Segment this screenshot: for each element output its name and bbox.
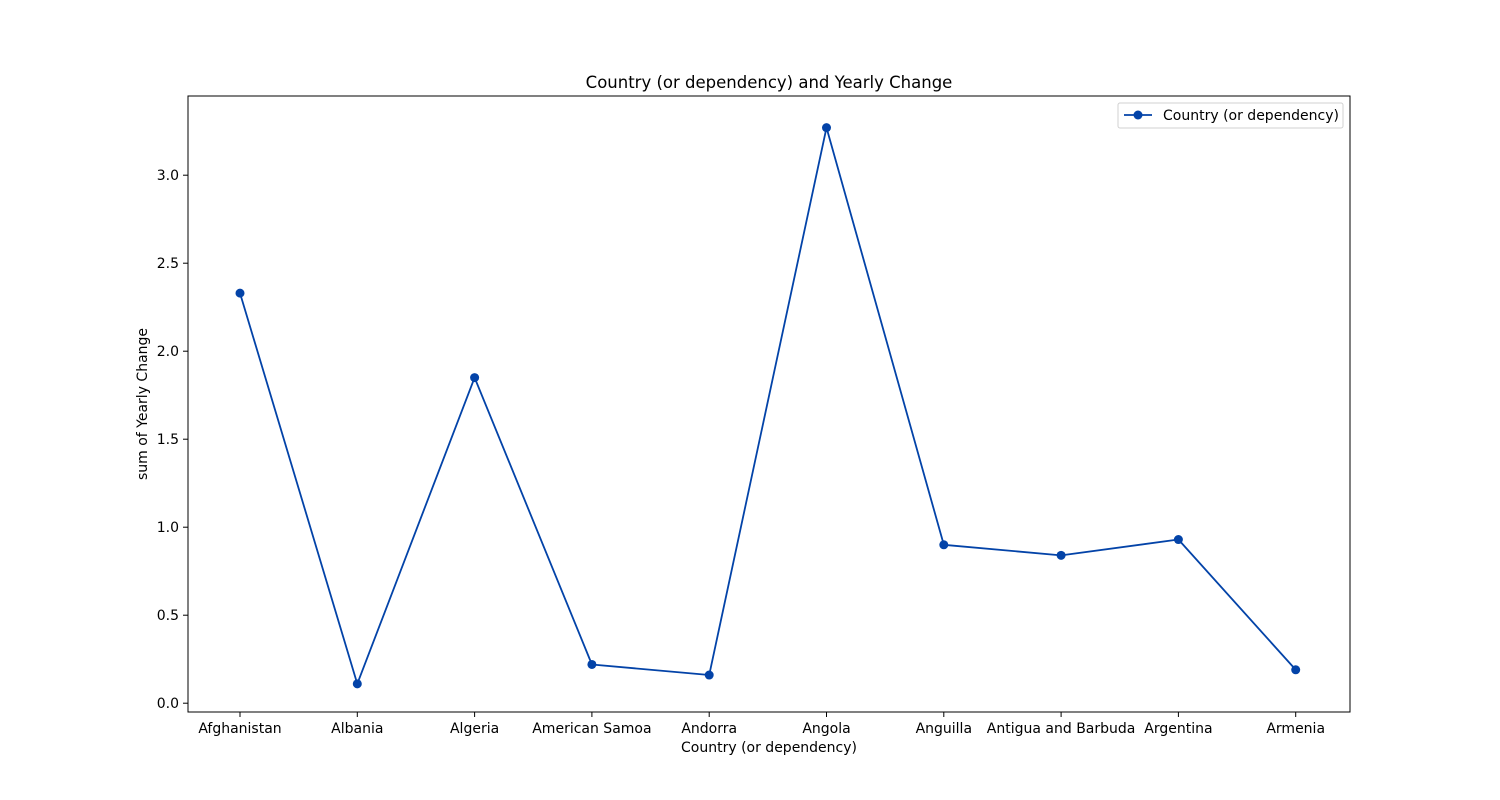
series-line [239, 126, 1297, 685]
y-tick-label: 1.5 [157, 432, 179, 448]
y-tick-label: 3.0 [157, 168, 179, 184]
y-tick-label: 0.5 [157, 608, 179, 624]
x-axis-title: Country (or dependency) [681, 740, 857, 756]
data-point [587, 659, 597, 669]
x-tick-label: Armenia [1266, 721, 1325, 737]
data-point [352, 679, 362, 689]
x-tick-label: Angola [802, 721, 850, 737]
x-tick-label: Anguilla [916, 721, 972, 737]
y-axis-title: sum of Yearly Change [135, 328, 151, 480]
data-point [470, 373, 480, 383]
x-tick-label: Antigua and Barbuda [987, 721, 1136, 737]
legend-box [1117, 102, 1344, 129]
y-tick-label: 2.5 [157, 256, 179, 272]
x-axis: Afghanistan Albania Algeria American Samoa A… [198, 712, 1325, 737]
data-point [1291, 665, 1301, 675]
legend: Country (or dependency) [1117, 102, 1344, 129]
data-point [1173, 535, 1183, 545]
y-tick-label: 2.0 [157, 344, 179, 360]
data-point [939, 540, 949, 550]
data-point [1056, 550, 1066, 560]
x-tick-label: American Samoa [532, 721, 651, 737]
data-point [704, 670, 714, 680]
data-point [235, 288, 245, 298]
plot-area-frame [187, 95, 1351, 713]
data-point [822, 123, 831, 133]
x-tick-label: Albania [331, 721, 383, 737]
legend-marker-swatch [1133, 110, 1143, 120]
x-tick-label: Andorra [681, 721, 737, 737]
y-tick-label: 1.0 [157, 520, 179, 536]
x-tick-label: Afghanistan [198, 721, 281, 737]
series-layer [235, 123, 1301, 689]
y-axis: 0.0 0.5 1.0 1.5 2.0 2.5 3.0 [157, 168, 188, 712]
x-tick-label: Argentina [1144, 721, 1212, 737]
legend-label: Country (or dependency) [1163, 108, 1339, 124]
x-tick-label: Algeria [450, 721, 499, 737]
chart-title: Country (or dependency) and Yearly Chang… [586, 73, 953, 92]
y-tick-label: 0.0 [157, 696, 179, 712]
